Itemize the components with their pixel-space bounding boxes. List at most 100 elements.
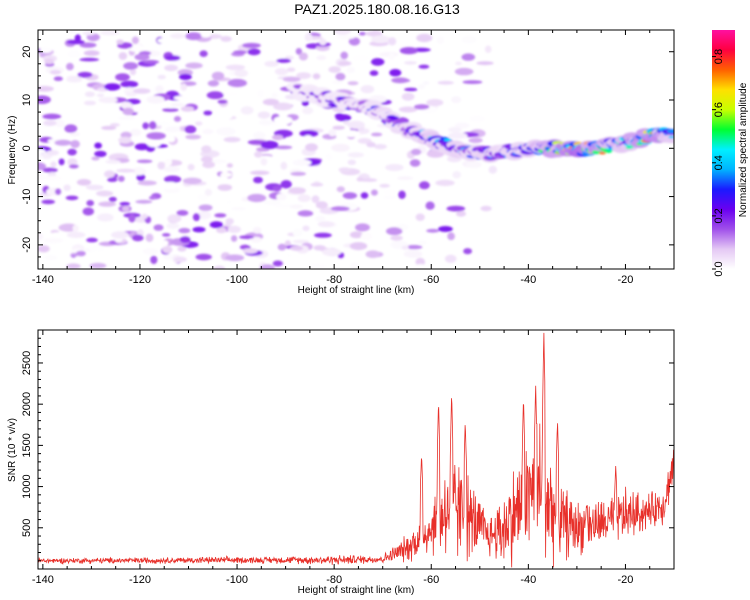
noise-blob (425, 201, 435, 210)
noise-blob (401, 245, 409, 250)
noise-blob (225, 199, 232, 206)
noise-blob (111, 231, 129, 239)
noise-blob (403, 250, 423, 258)
noise-blob (91, 156, 100, 161)
noise-blob (107, 177, 118, 182)
noise-blob (122, 107, 135, 116)
noise-blob (231, 207, 247, 211)
noise-blob (204, 188, 212, 196)
noise-blob (195, 253, 212, 261)
noise-blob (350, 262, 359, 269)
noise-blob (365, 30, 383, 37)
noise-blob (146, 132, 166, 140)
noise-blob (38, 85, 54, 92)
noise-blob (359, 31, 366, 36)
noise-blob (452, 171, 462, 179)
noise-blob (147, 141, 161, 148)
noise-blob (274, 68, 289, 76)
noise-blob (227, 225, 241, 233)
noise-blob (182, 177, 202, 185)
noise-blob (347, 152, 365, 158)
noise-blob (84, 91, 95, 97)
noise-blob (198, 204, 213, 211)
noise-blob (38, 162, 47, 171)
noise-blob (157, 74, 166, 80)
noise-blob (179, 236, 191, 244)
noise-blob (85, 184, 104, 191)
noise-blob (200, 156, 213, 163)
noise-blob (86, 237, 98, 243)
noise-blob (141, 213, 148, 219)
x-tick-label: -20 (617, 274, 633, 286)
colorbar-label: Normalized spectral amplitude (738, 82, 749, 217)
noise-blob (332, 125, 345, 130)
snr-xlabel: Height of straight line (km) (298, 585, 415, 596)
noise-blob (342, 130, 361, 138)
noise-blob (100, 30, 120, 36)
noise-blob (200, 32, 211, 38)
noise-blob (108, 196, 117, 202)
noise-blob (349, 242, 368, 251)
noise-blob (213, 265, 226, 269)
noise-blob (365, 265, 375, 269)
noise-blob (42, 113, 62, 120)
noise-blob (184, 125, 197, 134)
noise-blob (167, 214, 182, 223)
noise-blob (82, 31, 96, 36)
noise-blob (271, 92, 279, 98)
noise-blob (360, 192, 369, 199)
noise-blob (388, 37, 397, 46)
x-tick-label: -80 (326, 574, 342, 586)
noise-blob (38, 148, 46, 154)
y-tick-label: 1500 (21, 433, 33, 457)
noise-blob (338, 61, 352, 66)
noise-blob (64, 124, 78, 133)
noise-blob (196, 211, 211, 220)
noise-blob (148, 195, 157, 200)
noise-blob (134, 53, 150, 61)
noise-blob (132, 167, 147, 176)
noise-blob (118, 52, 128, 60)
noise-blob (214, 213, 227, 218)
noise-blob (451, 96, 462, 104)
noise-blob (79, 57, 99, 62)
noise-blob (166, 135, 176, 143)
noise-blob (436, 36, 445, 45)
noise-blob (58, 158, 65, 166)
noise-blob (77, 71, 93, 78)
noise-blob (185, 134, 201, 140)
noise-blob (69, 131, 81, 137)
noise-blob (371, 132, 383, 137)
noise-blob (217, 99, 228, 104)
noise-blob (173, 256, 187, 263)
noise-blob (247, 193, 267, 203)
noise-blob (115, 73, 130, 81)
noise-blob (206, 91, 224, 100)
noise-blob (272, 260, 283, 267)
noise-blob (298, 52, 308, 61)
noise-blob (118, 136, 132, 144)
noise-blob (130, 128, 142, 137)
noise-blob (272, 185, 282, 192)
noise-blob (416, 33, 433, 43)
noise-blob (84, 100, 96, 106)
noise-blob (316, 55, 327, 61)
noise-blob (242, 248, 258, 254)
noise-blob (260, 158, 268, 166)
noise-blob (209, 221, 223, 229)
noise-blob (295, 48, 303, 55)
noise-blob (303, 135, 313, 141)
noise-blob (41, 199, 55, 205)
noise-blob (170, 102, 185, 107)
x-tick-label: -140 (32, 274, 54, 286)
noise-blob (137, 180, 157, 186)
noise-blob (233, 50, 248, 55)
noise-blob (312, 73, 321, 80)
noise-blob (164, 126, 181, 133)
noise-blob (319, 38, 327, 46)
noise-blob (412, 264, 429, 269)
noise-blob (455, 61, 462, 66)
spectrogram-xlabel: Height of straight line (km) (298, 285, 415, 296)
noise-blob (331, 80, 344, 85)
noise-blob (461, 53, 476, 61)
